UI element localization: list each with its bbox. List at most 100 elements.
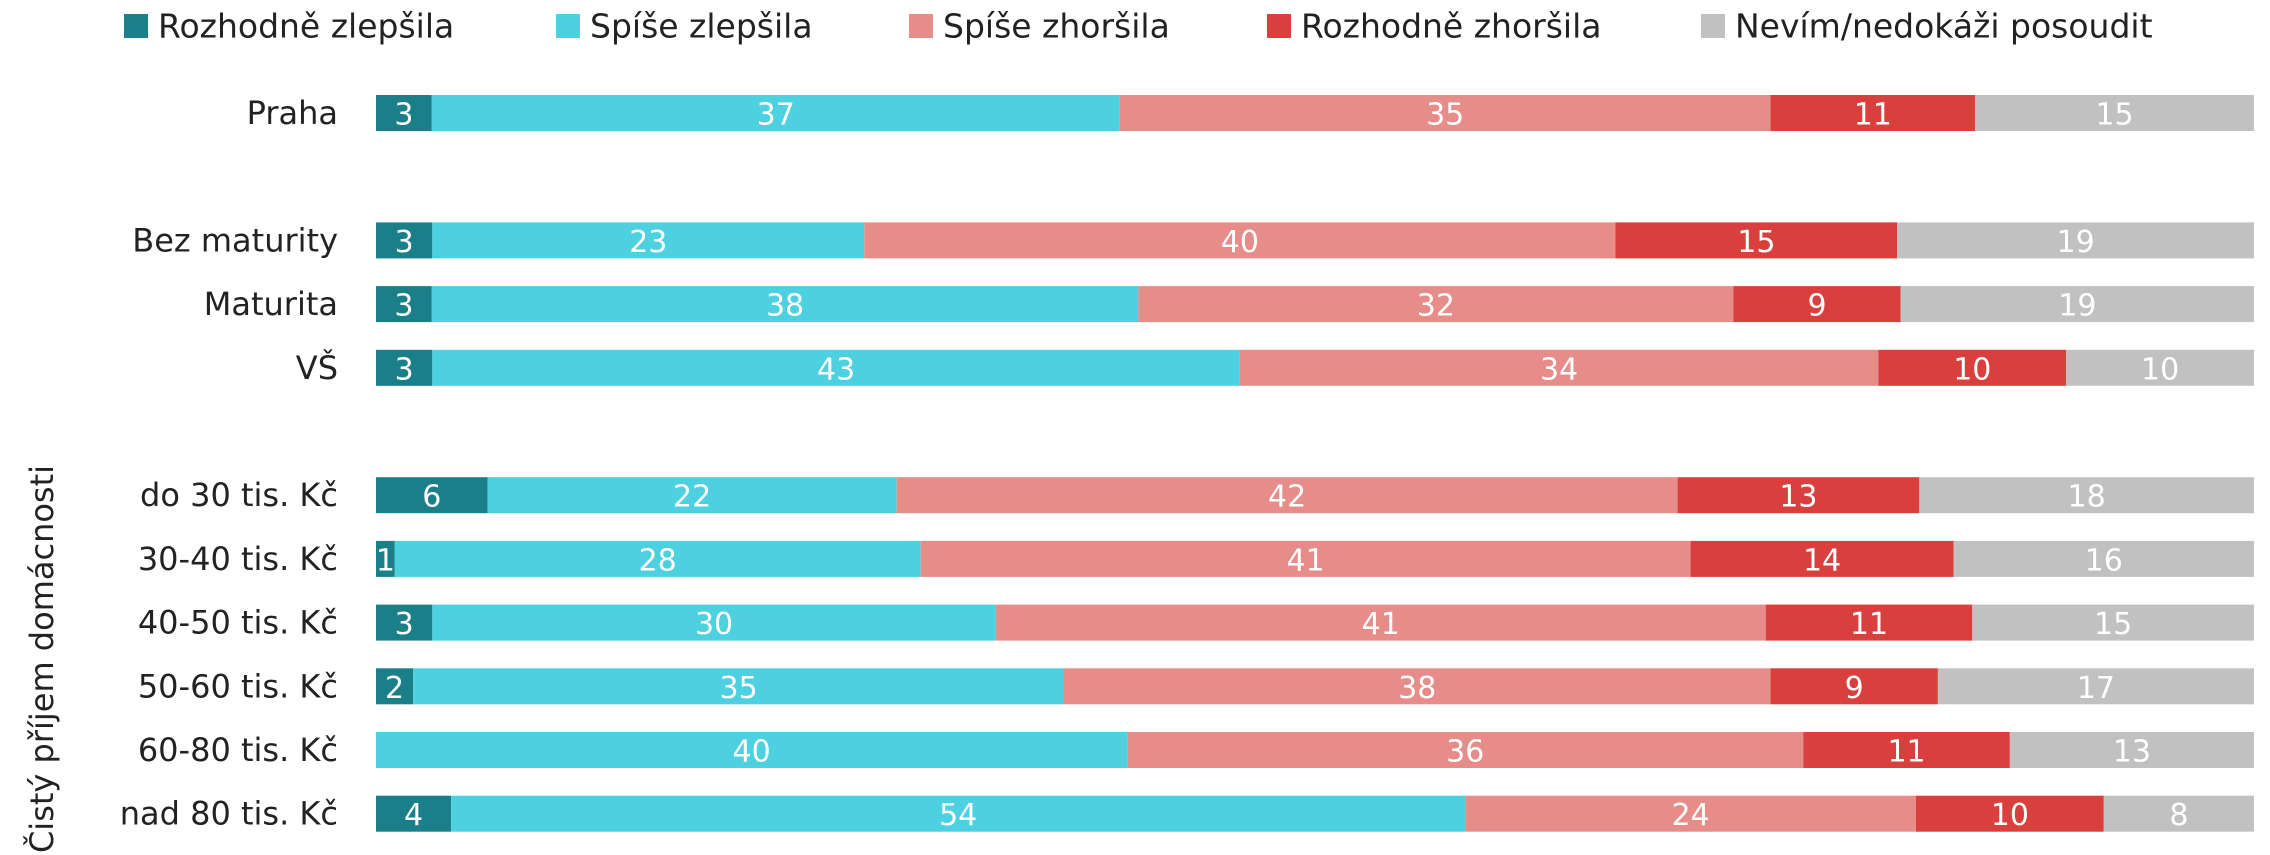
legend-label: Spíše zlepšila xyxy=(590,7,813,46)
data-label: 14 xyxy=(1803,543,1841,578)
category-label: do 30 tis. Kč xyxy=(140,476,338,514)
data-label: 40 xyxy=(733,735,771,770)
bar-segment xyxy=(1915,795,2104,832)
bar-segment xyxy=(1138,286,1734,323)
data-label: 19 xyxy=(2056,225,2094,260)
legend-swatch xyxy=(124,14,148,38)
bar-segment xyxy=(376,477,488,514)
bar-segment xyxy=(432,349,1240,386)
data-label: 54 xyxy=(939,798,977,833)
bar-segment xyxy=(1803,732,2010,768)
data-label: 40 xyxy=(1221,225,1259,260)
category-label: 40-50 tis. Kč xyxy=(138,604,338,642)
bar-segment xyxy=(413,668,1064,705)
data-label: 11 xyxy=(1887,735,1925,770)
bar-segment xyxy=(376,222,433,259)
bar-segment xyxy=(1677,477,1920,514)
data-label: 6 xyxy=(422,480,441,515)
bar-segment xyxy=(1919,477,2254,514)
data-label: 15 xyxy=(1737,225,1775,260)
data-label: 43 xyxy=(817,352,855,387)
data-label: 15 xyxy=(2094,607,2132,642)
bar-segment xyxy=(1770,95,1976,131)
bar-segment xyxy=(864,222,1616,259)
data-label: 41 xyxy=(1362,607,1400,642)
bar-segment xyxy=(1953,540,2254,577)
data-label: 9 xyxy=(1845,671,1864,706)
category-label: 50-60 tis. Kč xyxy=(138,667,338,705)
bar-segment xyxy=(1972,604,2254,641)
bar-segment xyxy=(1770,668,1938,705)
category-label: 30-40 tis. Kč xyxy=(138,540,338,578)
category-label: nad 80 tis. Kč xyxy=(120,795,338,833)
data-label: 11 xyxy=(1850,607,1888,642)
bar-segment xyxy=(1239,349,1879,386)
bar-segment xyxy=(1878,349,2067,386)
data-label: 13 xyxy=(1779,480,1817,515)
data-label: 24 xyxy=(1672,798,1710,833)
y-axis-label: Čistý příjem domácnosti xyxy=(22,465,61,853)
bar-segment xyxy=(1765,604,1973,641)
legend-swatch xyxy=(1267,14,1291,38)
data-label: 3 xyxy=(395,607,414,642)
bar-segment xyxy=(2066,349,2254,386)
data-label: 1 xyxy=(376,543,395,578)
data-label: 13 xyxy=(2113,735,2151,770)
bar-segment xyxy=(376,349,433,386)
bar-segment xyxy=(1937,668,2254,705)
data-label: 36 xyxy=(1446,735,1484,770)
bar-segment xyxy=(1975,95,2254,131)
data-label: 2 xyxy=(385,671,404,706)
bar-segment xyxy=(432,604,996,641)
bar-segment xyxy=(896,477,1678,514)
data-label: 18 xyxy=(2068,480,2106,515)
category-label: 60-80 tis. Kč xyxy=(138,731,338,769)
category-label: VŠ xyxy=(296,348,338,387)
data-label: 3 xyxy=(394,289,413,324)
bar-segment xyxy=(376,795,452,832)
legend-label: Spíše zhoršila xyxy=(943,7,1170,46)
bar-segment xyxy=(376,540,395,577)
data-label: 23 xyxy=(629,225,667,260)
data-label: 30 xyxy=(695,607,733,642)
bar-segment xyxy=(1733,286,1901,323)
data-label: 15 xyxy=(2095,98,2133,133)
bar-segment xyxy=(451,795,1466,832)
data-label: 34 xyxy=(1540,352,1578,387)
data-label: 32 xyxy=(1417,289,1455,324)
bar-segment xyxy=(431,286,1139,323)
bar-segment xyxy=(1465,795,1916,832)
data-label: 17 xyxy=(2077,671,2115,706)
category-label: Bez maturity xyxy=(132,221,338,259)
bar-segment xyxy=(1119,95,1771,131)
data-label: 37 xyxy=(757,98,795,133)
bar-segment xyxy=(431,95,1120,131)
data-label: 35 xyxy=(1426,98,1464,133)
legend-label: Nevím/nedokáži posoudit xyxy=(1735,7,2153,46)
legend-swatch xyxy=(909,14,933,38)
bar-segment xyxy=(376,286,432,323)
data-label: 19 xyxy=(2058,289,2096,324)
legend-swatch xyxy=(1701,14,1725,38)
bar-segment xyxy=(920,540,1691,577)
data-label: 28 xyxy=(639,543,677,578)
data-label: 3 xyxy=(395,352,414,387)
bar-segment xyxy=(1615,222,1898,259)
bar-segment xyxy=(394,540,921,577)
bar-segment xyxy=(487,477,897,514)
bar-segment xyxy=(1690,540,1954,577)
data-label: 11 xyxy=(1854,98,1892,133)
bar-segment xyxy=(2009,732,2254,768)
bar-segment xyxy=(1900,286,2254,323)
bar-segment xyxy=(1063,668,1771,705)
bar-segment xyxy=(376,732,1128,768)
data-label: 4 xyxy=(404,798,423,833)
data-label: 10 xyxy=(2141,352,2179,387)
data-label: 3 xyxy=(395,225,414,260)
data-label: 10 xyxy=(1953,352,1991,387)
data-label: 38 xyxy=(766,289,804,324)
data-label: 16 xyxy=(2085,543,2123,578)
legend-label: Rozhodně zhoršila xyxy=(1301,7,1601,46)
data-label: 22 xyxy=(673,480,711,515)
